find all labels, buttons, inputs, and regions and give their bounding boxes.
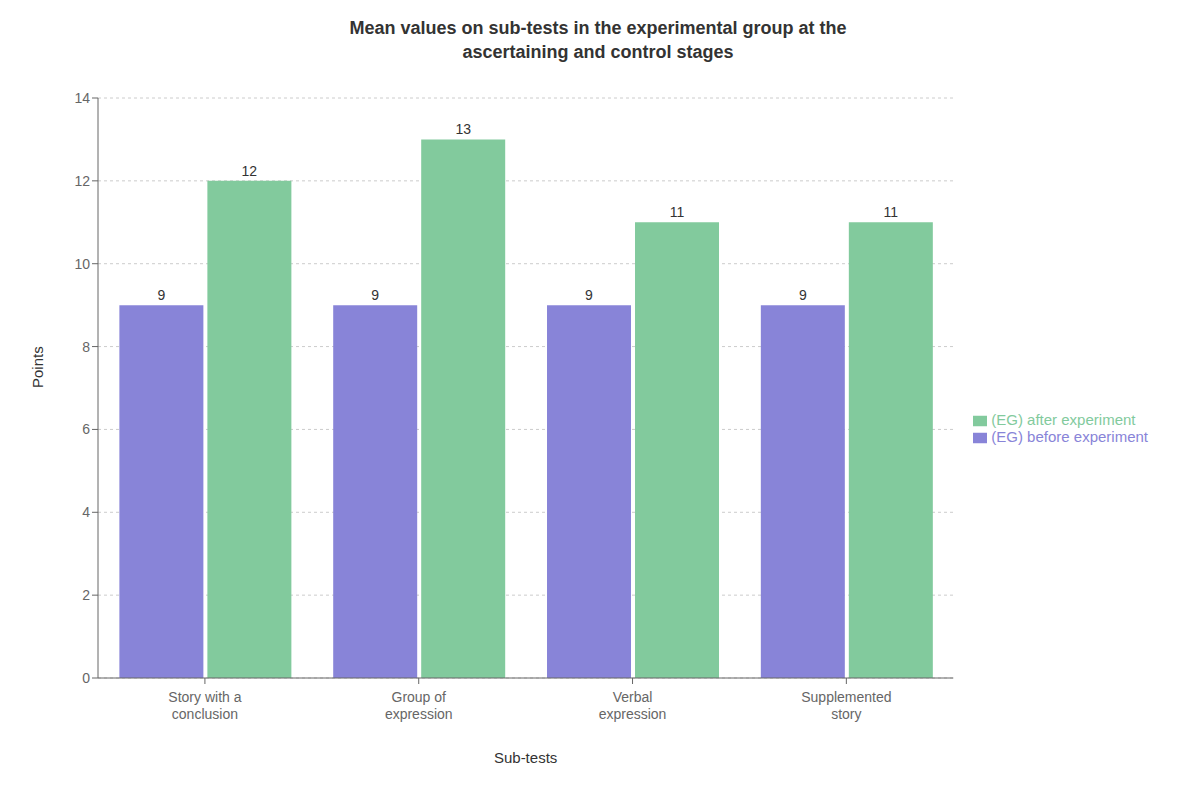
html-text:(EG) after experiment: (EG) after experiment <box>991 411 1136 428</box>
svg-text:9: 9 <box>371 287 379 303</box>
svg-text:13: 13 <box>455 121 471 137</box>
svg-text:0: 0 <box>82 670 90 686</box>
svg-text:Story with aconclusion: Story with aconclusion <box>168 689 241 722</box>
svg-text:9: 9 <box>157 287 165 303</box>
svg-text:11: 11 <box>884 204 899 220</box>
html-text:(EG) before experiment: (EG) before experiment <box>991 428 1148 445</box>
svg-text:11: 11 <box>670 204 685 220</box>
html-text:ascertaining and control stage: ascertaining and control stages <box>462 42 734 62</box>
svg-text:12: 12 <box>74 173 90 189</box>
svg-text:9: 9 <box>799 287 807 303</box>
svg-text:Sub-tests: Sub-tests <box>494 749 557 766</box>
svg-text:4: 4 <box>82 504 90 520</box>
svg-text:12: 12 <box>242 163 258 179</box>
svg-text:Supplementedstory: Supplementedstory <box>801 689 891 722</box>
svg-text:Group ofexpression: Group ofexpression <box>385 689 453 722</box>
svg-text:Verbalexpression: Verbalexpression <box>599 689 667 722</box>
svg-text:2: 2 <box>82 587 90 603</box>
svg-text:Points: Points <box>29 346 46 388</box>
html-text:Mean values on sub-tests in th: Mean values on sub-tests in the experime… <box>349 18 847 38</box>
svg-text:9: 9 <box>585 287 593 303</box>
svg-text:6: 6 <box>82 421 90 437</box>
svg-text:10: 10 <box>74 256 90 272</box>
svg-text:8: 8 <box>82 339 90 355</box>
svg-text:14: 14 <box>74 90 90 106</box>
